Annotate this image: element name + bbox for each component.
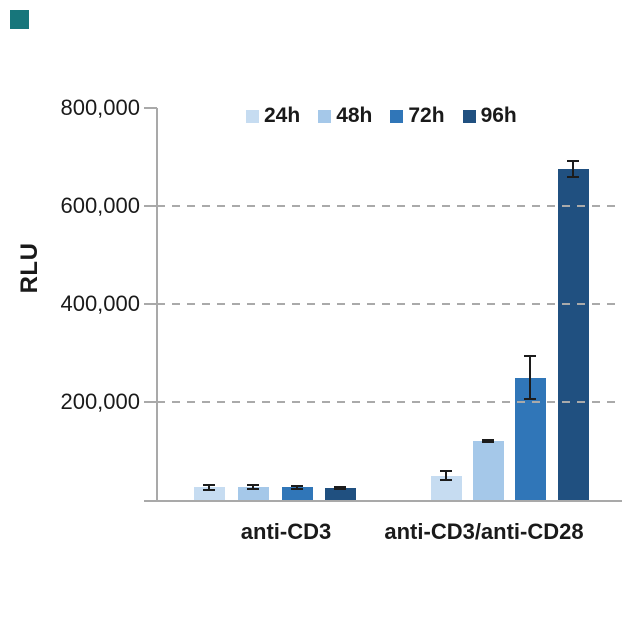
legend-swatch-icon	[462, 109, 476, 123]
y-tick-label: 600,000	[60, 193, 140, 218]
gridline-200000	[157, 401, 620, 403]
y-tick-mark	[144, 107, 157, 109]
error-bar-cap-top	[440, 469, 452, 472]
legend-item-24h: 24h	[246, 104, 300, 128]
legend-swatch-icon	[318, 109, 332, 123]
legend-swatch-icon	[246, 109, 259, 123]
bar-24h-anti-CD3	[193, 487, 225, 500]
y-tick-mark	[144, 401, 157, 403]
error-bar-cap-top	[524, 355, 536, 358]
legend-item-96h: 96h	[462, 104, 517, 128]
error-bar-cap-bottom	[334, 487, 346, 490]
error-bar-line	[252, 484, 254, 491]
error-bar-cap-bottom	[247, 488, 259, 491]
error-bar-cap-top	[567, 160, 579, 163]
error-bar-cap-bottom	[567, 176, 579, 179]
y-tick-mark	[144, 303, 157, 305]
error-bar-line	[529, 355, 531, 400]
x-axis-baseline	[144, 500, 622, 502]
brand-square	[10, 10, 29, 29]
error-bar-cap-top	[203, 483, 215, 486]
error-bar-line	[296, 484, 298, 490]
legend-swatch-icon	[390, 109, 404, 123]
category-label-anti-cd3: anti-CD3	[240, 519, 332, 544]
bar-48h-anti-CD3	[237, 487, 269, 500]
y-axis-line	[156, 108, 158, 502]
gridline-600000	[157, 205, 620, 207]
error-bar-cap-bottom	[440, 479, 452, 482]
error-bar-cap-top	[247, 484, 259, 487]
y-tick-label: 800,000	[60, 95, 140, 120]
bar-96h-anti-CD3/anti-CD28	[557, 169, 589, 500]
category-label-anti-cd3-anti-cd28: anti-CD3/anti-CD28	[384, 519, 584, 544]
legend-item-72h: 72h	[390, 104, 445, 128]
legend-label: 24h	[264, 104, 301, 127]
legend-label: 72h	[408, 104, 445, 127]
error-bar-line	[445, 469, 447, 482]
bar-72h-anti-CD3	[281, 487, 313, 500]
bar-48h-anti-CD3/anti-CD28	[472, 441, 504, 500]
y-tick-label: 200,000	[60, 389, 140, 414]
bar-96h-anti-CD3	[324, 487, 356, 500]
legend-label: 96h	[480, 104, 517, 127]
error-bar-cap-bottom	[203, 488, 215, 491]
error-bar-cap-top	[482, 439, 494, 442]
legend-label: 48h	[336, 104, 373, 127]
error-bar-line	[572, 160, 574, 179]
legend-item-48h: 48h	[318, 104, 372, 128]
error-bar-cap-top	[291, 484, 303, 487]
error-bar-cap-bottom	[524, 397, 536, 400]
error-bar-cap-bottom	[291, 487, 303, 490]
gridline-400000	[157, 303, 620, 305]
y-tick-label: 400,000	[60, 291, 140, 316]
error-bar-line	[208, 483, 210, 491]
error-bar-cap-top	[334, 485, 346, 488]
error-bar-cap-bottom	[482, 441, 494, 444]
y-tick-mark	[144, 205, 157, 207]
legend: 24h 48h 72h 96h	[246, 104, 517, 128]
